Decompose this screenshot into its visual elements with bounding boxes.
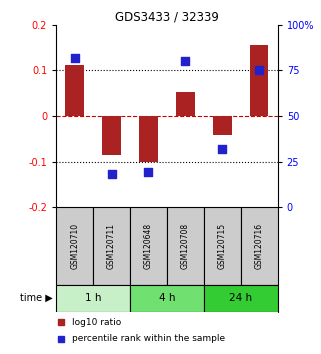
Bar [213, 116, 231, 135]
Bar [204, 207, 241, 285]
Point [146, 170, 151, 175]
Text: GSM120710: GSM120710 [70, 223, 79, 269]
Text: log10 ratio: log10 ratio [72, 318, 121, 327]
Text: 4 h: 4 h [159, 293, 175, 303]
Text: percentile rank within the sample: percentile rank within the sample [72, 334, 225, 343]
Bar [130, 285, 204, 312]
Text: 24 h: 24 h [229, 293, 252, 303]
Text: GSM120716: GSM120716 [255, 223, 264, 269]
Bar [204, 285, 278, 312]
Text: 1 h: 1 h [85, 293, 101, 303]
Bar [250, 45, 268, 116]
Point [109, 171, 114, 177]
Bar [56, 285, 130, 312]
Point [220, 146, 225, 152]
Point [72, 55, 77, 61]
Bar [65, 65, 84, 116]
Bar [176, 92, 195, 116]
Bar [102, 116, 121, 155]
Bar [139, 116, 158, 161]
Title: GDS3433 / 32339: GDS3433 / 32339 [115, 11, 219, 24]
Bar [56, 207, 93, 285]
Text: GSM120648: GSM120648 [144, 223, 153, 269]
Bar [130, 207, 167, 285]
Point [256, 68, 262, 73]
Text: GSM120708: GSM120708 [181, 223, 190, 269]
Bar [167, 207, 204, 285]
Point [183, 58, 188, 64]
Text: GSM120711: GSM120711 [107, 223, 116, 269]
Bar [241, 207, 278, 285]
Bar [93, 207, 130, 285]
Text: GSM120715: GSM120715 [218, 223, 227, 269]
Text: time ▶: time ▶ [20, 293, 53, 303]
